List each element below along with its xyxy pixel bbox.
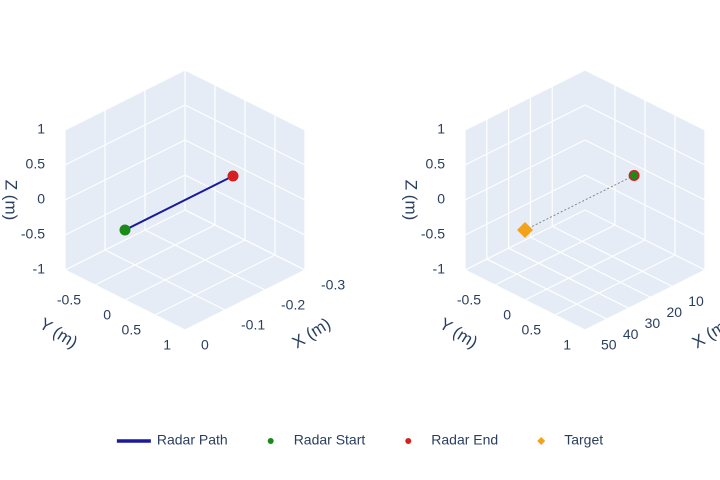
grid-line: [184, 69, 306, 131]
grid-line: [184, 139, 306, 201]
y-tick-label: -0.5: [457, 292, 481, 308]
grid-line: [584, 269, 706, 331]
grid-line: [184, 174, 306, 236]
point-marker: [119, 224, 131, 236]
x-tick-label: 40: [623, 326, 639, 342]
legend-label: Radar Path: [157, 432, 228, 448]
legend-swatch: [537, 437, 546, 445]
legend-item[interactable]: Radar End: [405, 432, 498, 448]
z-tick-label: -1: [33, 261, 46, 277]
grid-line: [124, 239, 246, 301]
grid-line: [184, 104, 306, 166]
legend-label: Radar End: [431, 432, 498, 448]
z-tick-label: 0: [37, 191, 45, 207]
legend-label: Target: [564, 432, 603, 448]
x-tick-label: 0: [201, 337, 209, 353]
y-tick-label: 0.5: [522, 322, 542, 338]
z-tick-label: -0.5: [21, 226, 45, 242]
x-tick-label: 30: [645, 315, 661, 331]
z-tick-label: 0: [437, 191, 445, 207]
grid-line: [64, 174, 186, 236]
grid-line: [494, 224, 616, 286]
x-tick-label: -0.1: [241, 317, 265, 333]
grid-line: [64, 139, 186, 201]
z-tick-label: -0.5: [421, 226, 445, 242]
x-tick-label: -0.3: [321, 277, 345, 293]
grid-line: [464, 209, 586, 271]
grid-line: [584, 104, 706, 166]
x-axis-title: X (m): [289, 314, 334, 352]
grid-line: [584, 139, 706, 201]
radar-path: [524, 175, 635, 231]
y-tick-label: 0: [103, 307, 111, 323]
z-axis-title: Z (m): [402, 180, 421, 221]
y-axis-title: Y (m): [436, 314, 481, 352]
point-marker: [227, 170, 239, 182]
y-tick-label: 0.5: [122, 322, 142, 338]
grid-line: [94, 224, 216, 286]
y-tick-label: 1: [163, 337, 171, 353]
legend: Radar Path Radar Start Radar End Target: [116, 432, 603, 448]
grid-line: [64, 209, 186, 271]
z-tick-label: 0.5: [26, 156, 46, 172]
grid-line: [154, 254, 276, 316]
x-tick-label: 50: [601, 337, 617, 353]
legend-label: Radar Start: [294, 432, 366, 448]
legend-swatch: [267, 438, 274, 444]
z-tick-label: -1: [433, 261, 446, 277]
y-tick-label: -0.5: [57, 292, 81, 308]
x-tick-label: 10: [688, 293, 704, 309]
y-axis-title: Y (m): [36, 314, 81, 352]
y-tick-label: 1: [563, 337, 571, 353]
grid-line: [584, 209, 706, 271]
grid-line: [184, 209, 306, 271]
grid-line: [464, 104, 586, 166]
legend-swatch: [405, 438, 412, 444]
z-tick-label: 1: [437, 121, 445, 137]
grid-line: [584, 174, 706, 236]
target-marker: [517, 222, 533, 238]
grid-line: [464, 69, 586, 131]
x-tick-label: -0.2: [281, 297, 305, 313]
grid-line: [64, 69, 186, 131]
grid-line: [584, 69, 706, 131]
grid-line: [64, 104, 186, 166]
y-tick-label: 0: [503, 307, 511, 323]
legend-item[interactable]: Radar Start: [267, 432, 366, 448]
z-tick-label: 1: [37, 121, 45, 137]
z-tick-label: 0.5: [426, 156, 446, 172]
grid-line: [554, 254, 676, 316]
grid-line: [524, 239, 646, 301]
grid-line: [184, 269, 306, 331]
z-axis-title: Z (m): [2, 180, 21, 221]
legend-item[interactable]: Target: [537, 432, 603, 448]
grid-line: [464, 174, 586, 236]
legend-item[interactable]: Radar Path: [116, 432, 228, 448]
grid-line: [464, 139, 586, 201]
x-axis-title: X (m): [689, 314, 720, 352]
x-tick-label: 20: [666, 304, 682, 320]
radar-path: [124, 175, 234, 231]
point-marker: [630, 171, 639, 180]
